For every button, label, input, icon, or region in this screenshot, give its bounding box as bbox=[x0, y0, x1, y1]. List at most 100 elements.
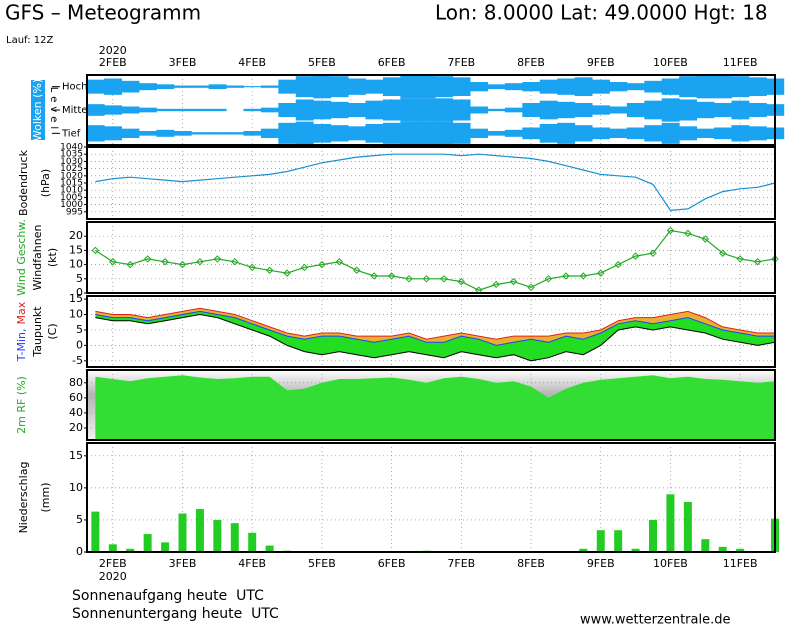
y-axis-label: (kt) bbox=[46, 248, 59, 267]
bar bbox=[736, 548, 745, 552]
sunrise: Sonnenaufgang heute UTC bbox=[72, 588, 264, 604]
cloud-cover bbox=[191, 132, 210, 135]
cloud-cover bbox=[417, 75, 436, 99]
data-point bbox=[527, 283, 535, 292]
bar bbox=[248, 532, 257, 552]
y-axis-label-part: (C) bbox=[46, 323, 59, 339]
panel-frame bbox=[86, 442, 776, 553]
cloud-cover bbox=[487, 131, 506, 136]
data-point bbox=[666, 226, 675, 235]
cloud-cover bbox=[313, 100, 332, 120]
band-fill bbox=[95, 311, 775, 361]
cloud-cover bbox=[382, 77, 401, 96]
cloud-cover bbox=[679, 99, 698, 121]
cloud-cover bbox=[121, 106, 140, 114]
data-point bbox=[684, 229, 692, 238]
data-line bbox=[95, 313, 776, 362]
cloud-cover bbox=[696, 101, 715, 119]
cloud-cover bbox=[557, 78, 576, 95]
cloud-cover bbox=[417, 121, 436, 145]
y-tick-label: 5 bbox=[76, 272, 83, 285]
level-label: Hoch bbox=[62, 82, 87, 93]
y-tick-label: 995 bbox=[66, 207, 83, 217]
y-tick-label: 10 bbox=[69, 481, 83, 494]
data-point bbox=[492, 280, 500, 289]
date-label: 9FEB bbox=[587, 557, 615, 570]
data-point bbox=[440, 275, 448, 283]
data-line bbox=[95, 229, 776, 291]
level-label: Mittel bbox=[62, 105, 90, 116]
cloud-cover bbox=[435, 98, 454, 122]
y-tick-label: 1020 bbox=[60, 171, 83, 181]
level-label: Tief bbox=[61, 128, 81, 139]
cloud-cover bbox=[295, 99, 314, 121]
panel-frame bbox=[86, 369, 776, 441]
date-label: 4FEB bbox=[238, 56, 266, 69]
data-area bbox=[95, 375, 775, 440]
cloud-cover bbox=[714, 127, 732, 140]
y-axis-label: Taupunkt bbox=[31, 306, 44, 358]
data-point bbox=[649, 249, 657, 257]
date-label: 6FEB bbox=[378, 557, 406, 570]
cloud-cover bbox=[86, 125, 105, 142]
data-point bbox=[91, 246, 100, 255]
y-axis-label-part: 2m RF (%) bbox=[15, 376, 28, 434]
data-point bbox=[579, 272, 588, 280]
cloud-cover bbox=[748, 103, 767, 117]
location: Lon: 8.0000 Lat: 49.0000 Hgt: 18 bbox=[435, 1, 768, 25]
y-axis-label-part: Windfahnen bbox=[31, 225, 44, 291]
y-axis-label: T-Min, Max bbox=[15, 301, 28, 362]
bar bbox=[126, 548, 135, 552]
y-axis-label: Wolken (%) bbox=[31, 79, 44, 141]
date-label: 10FEB bbox=[653, 56, 688, 69]
y-tick-label: 1040 bbox=[60, 143, 83, 153]
data-line bbox=[95, 310, 775, 346]
cloud-cover bbox=[173, 131, 192, 136]
cloud-cover bbox=[191, 85, 210, 88]
data-point bbox=[300, 263, 309, 272]
cloud-cover bbox=[382, 122, 401, 144]
cloud-cover bbox=[504, 107, 523, 113]
cloud-cover bbox=[539, 100, 558, 120]
bar bbox=[213, 519, 222, 552]
data-point bbox=[736, 255, 744, 263]
y-axis-label: Wind Geschw. bbox=[15, 219, 28, 296]
data-point bbox=[509, 277, 518, 286]
cloud-cover bbox=[243, 86, 262, 88]
cloud-cover bbox=[86, 79, 105, 94]
cloud-cover bbox=[626, 83, 645, 91]
y-axis-label: Niederschlag bbox=[17, 462, 30, 534]
date-label: 5FEB bbox=[308, 557, 336, 570]
cloud-cover bbox=[313, 75, 332, 99]
cloud-cover bbox=[487, 108, 506, 112]
cloud-cover bbox=[557, 101, 576, 119]
y-axis-label-part: Taupunkt bbox=[31, 306, 44, 358]
cloud-cover bbox=[156, 108, 175, 112]
cloud-cover bbox=[365, 79, 384, 94]
cloud-cover bbox=[226, 132, 244, 135]
data-point bbox=[614, 260, 622, 269]
cloud-cover bbox=[609, 106, 628, 114]
title: GFS – Meteogramm bbox=[5, 1, 201, 25]
data-point bbox=[126, 260, 134, 269]
y-tick-label: 40 bbox=[69, 406, 83, 419]
data-point bbox=[597, 269, 605, 277]
cloud-cover bbox=[243, 108, 262, 112]
cloud-cover bbox=[138, 107, 157, 113]
cloud-cover bbox=[609, 128, 628, 138]
data-point bbox=[178, 260, 187, 269]
cloud-cover bbox=[278, 122, 297, 144]
y-tick-label: 5 bbox=[76, 323, 83, 336]
cloud-cover bbox=[574, 77, 593, 96]
cloud-cover bbox=[539, 79, 558, 94]
y-tick-label: 1025 bbox=[60, 164, 83, 174]
y-tick-label: 0 bbox=[76, 545, 83, 558]
cloud-cover bbox=[121, 80, 140, 93]
cloud-cover bbox=[243, 131, 262, 136]
year-label: 2020 bbox=[99, 44, 127, 57]
y-axis-label-part: Max bbox=[15, 301, 28, 324]
source: www.wetterzentrale.de bbox=[580, 613, 730, 625]
date-label: 7FEB bbox=[447, 557, 475, 570]
data-point bbox=[701, 235, 710, 243]
cloud-cover bbox=[626, 103, 645, 117]
